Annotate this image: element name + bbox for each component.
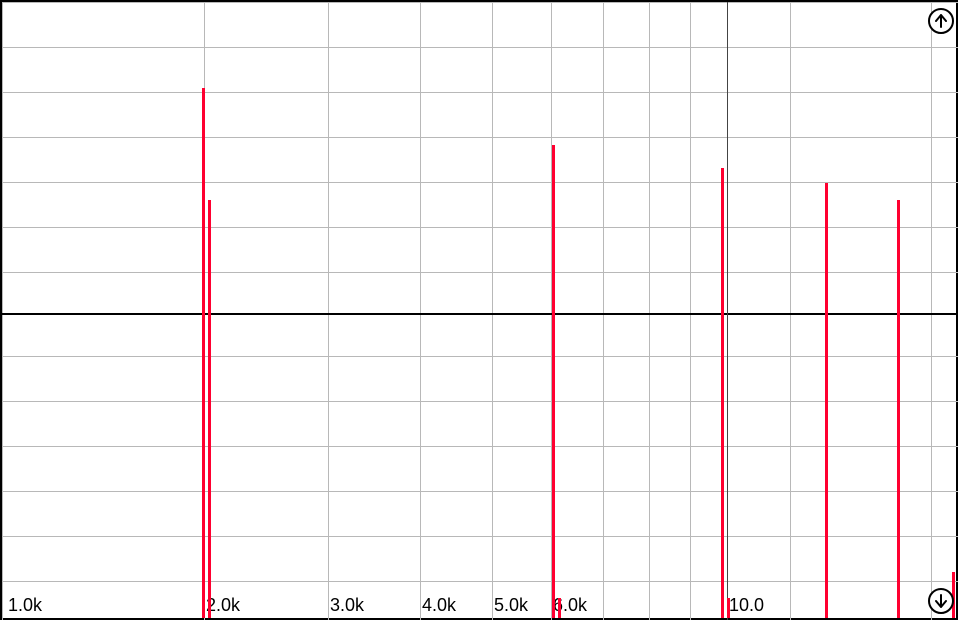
- chart-border: [0, 0, 958, 620]
- gridline-vertical: [690, 2, 691, 620]
- gridline-horizontal: [2, 446, 958, 447]
- spectrum-peak: [208, 200, 211, 618]
- cursor-line[interactable]: [727, 2, 728, 620]
- gridline-horizontal: [2, 92, 958, 93]
- scroll-up-button[interactable]: [928, 8, 954, 34]
- x-axis-label: 5.0k: [494, 595, 528, 616]
- gridline-horizontal: [2, 47, 958, 48]
- gridline-horizontal: [2, 401, 958, 402]
- spectrum-peak: [552, 145, 555, 618]
- gridline-horizontal: [2, 491, 958, 492]
- spectrum-chart: 1.0k2.0k3.0k4.0k5.0k6.0k10.0: [0, 0, 962, 624]
- gridline-vertical: [420, 2, 421, 620]
- gridline-vertical: [492, 2, 493, 620]
- gridline-vertical: [931, 2, 932, 620]
- gridline-vertical: [2, 2, 3, 620]
- spectrum-peak: [558, 598, 561, 618]
- arrow-up-icon: [935, 14, 947, 28]
- gridline-horizontal: [2, 227, 958, 228]
- arrow-down-icon: [935, 594, 947, 608]
- gridline-horizontal: [2, 182, 958, 183]
- spectrum-peak: [897, 200, 900, 618]
- gridline-horizontal: [2, 356, 958, 357]
- gridline-vertical: [328, 2, 329, 620]
- spectrum-peak: [721, 168, 724, 618]
- spectrum-peak: [825, 183, 828, 618]
- gridline-horizontal: [2, 137, 958, 138]
- spectrum-peak: [202, 88, 205, 618]
- gridline-vertical: [603, 2, 604, 620]
- x-axis-label: 4.0k: [422, 595, 456, 616]
- scroll-down-button[interactable]: [928, 588, 954, 614]
- gridline-horizontal: [2, 2, 958, 3]
- x-axis-label: 3.0k: [330, 595, 364, 616]
- x-axis-label: 2.0k: [206, 595, 240, 616]
- gridline-vertical: [649, 2, 650, 620]
- gridline-vertical: [790, 2, 791, 620]
- x-axis-label: 1.0k: [8, 595, 42, 616]
- zero-line: [2, 313, 958, 315]
- spectrum-peak: [727, 598, 730, 618]
- x-axis-label: 10.0: [729, 595, 764, 616]
- gridline-horizontal: [2, 536, 958, 537]
- gridline-horizontal: [2, 581, 958, 582]
- gridline-horizontal: [2, 272, 958, 273]
